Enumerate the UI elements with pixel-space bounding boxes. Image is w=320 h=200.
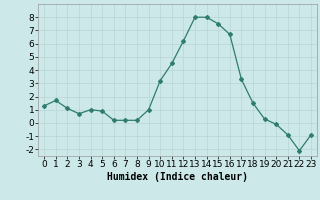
X-axis label: Humidex (Indice chaleur): Humidex (Indice chaleur) bbox=[107, 172, 248, 182]
